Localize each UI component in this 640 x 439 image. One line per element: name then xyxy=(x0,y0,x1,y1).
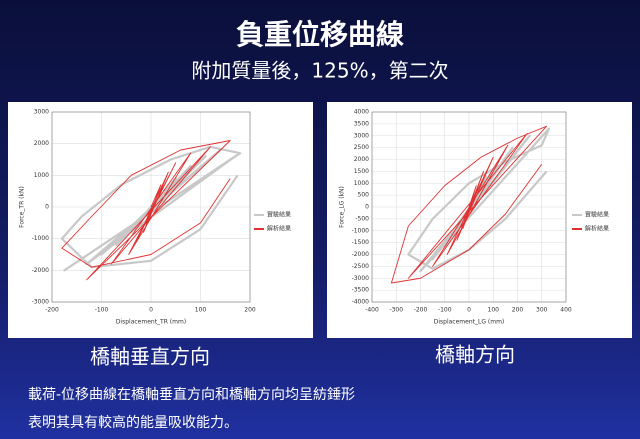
plot-frame xyxy=(371,111,567,303)
x-axis-label: Displacement_LG (mm) xyxy=(434,319,505,326)
x-tick-label: 300 xyxy=(536,307,548,314)
panel xyxy=(8,102,313,338)
x-tick-label: -400 xyxy=(365,307,379,314)
legend-label: 實驗結果 xyxy=(267,211,291,219)
y-tick-label: 4000 xyxy=(354,109,369,116)
legend-label: 解析結果 xyxy=(267,225,291,233)
x-axis-label: Displacement_TR (mm) xyxy=(116,319,186,326)
x-tick-label: 0 xyxy=(467,307,471,314)
x-tick-label: -200 xyxy=(414,307,428,314)
y-tick-label: -4000 xyxy=(352,299,370,306)
title: 負重位移曲線 xyxy=(236,18,404,51)
x-tick-label: 400 xyxy=(560,307,572,314)
y-tick-label: 3000 xyxy=(354,132,369,139)
hysteresis-line xyxy=(60,145,242,272)
y-tick-label: 1500 xyxy=(354,168,369,175)
note: 載荷-位移曲線在橋軸垂直方向和橋軸方向均呈紡錘形 xyxy=(28,386,355,403)
y-tick-label: -3000 xyxy=(32,299,50,306)
y-tick-label: 2000 xyxy=(34,140,49,147)
y-tick-label: 0 xyxy=(365,204,369,211)
y-tick-label: 1000 xyxy=(34,172,49,179)
y-tick-label: 3500 xyxy=(354,120,369,127)
caption: 橋軸方向 xyxy=(435,343,515,367)
hysteresis-line xyxy=(61,140,231,281)
legend-label: 實驗結果 xyxy=(585,211,609,219)
x-tick-label: -300 xyxy=(389,307,403,314)
hysteresis-line xyxy=(390,125,548,284)
y-axis-label: Force_TR (kN) xyxy=(19,186,26,228)
x-tick-label: 200 xyxy=(244,307,256,314)
y-tick-label: 500 xyxy=(358,192,370,199)
y-tick-label: -3000 xyxy=(352,275,370,282)
panel xyxy=(327,102,632,338)
caption: 橋軸垂直方向 xyxy=(90,345,210,369)
x-tick-label: 0 xyxy=(149,307,153,314)
x-tick-label: 200 xyxy=(512,307,524,314)
y-tick-label: -2500 xyxy=(352,263,370,270)
y-tick-label: 2500 xyxy=(354,144,369,151)
y-tick-label: -1000 xyxy=(32,235,50,242)
y-tick-label: -1500 xyxy=(352,239,370,246)
y-tick-label: 1000 xyxy=(354,180,369,187)
note: 表明其具有較高的能量吸收能力。 xyxy=(28,414,238,431)
y-tick-label: -1000 xyxy=(352,227,370,234)
y-tick-label: 0 xyxy=(45,204,49,211)
legend-label: 解析結果 xyxy=(585,225,609,233)
subtitle: 附加質量後，125%，第二次 xyxy=(191,59,448,83)
x-tick-label: -100 xyxy=(95,307,109,314)
y-axis-label: Force_LG (kN) xyxy=(339,186,346,228)
plot-frame xyxy=(51,111,251,303)
y-tick-label: 2000 xyxy=(354,156,369,163)
y-tick-label: -2000 xyxy=(32,267,50,274)
x-tick-label: -100 xyxy=(438,307,452,314)
x-tick-label: 100 xyxy=(488,307,500,314)
y-tick-label: -2000 xyxy=(352,251,370,258)
x-tick-label: -200 xyxy=(45,307,59,314)
y-tick-label: -3500 xyxy=(352,287,370,294)
y-tick-label: -500 xyxy=(355,215,369,222)
y-tick-label: 3000 xyxy=(34,109,49,116)
x-tick-label: 100 xyxy=(195,307,207,314)
